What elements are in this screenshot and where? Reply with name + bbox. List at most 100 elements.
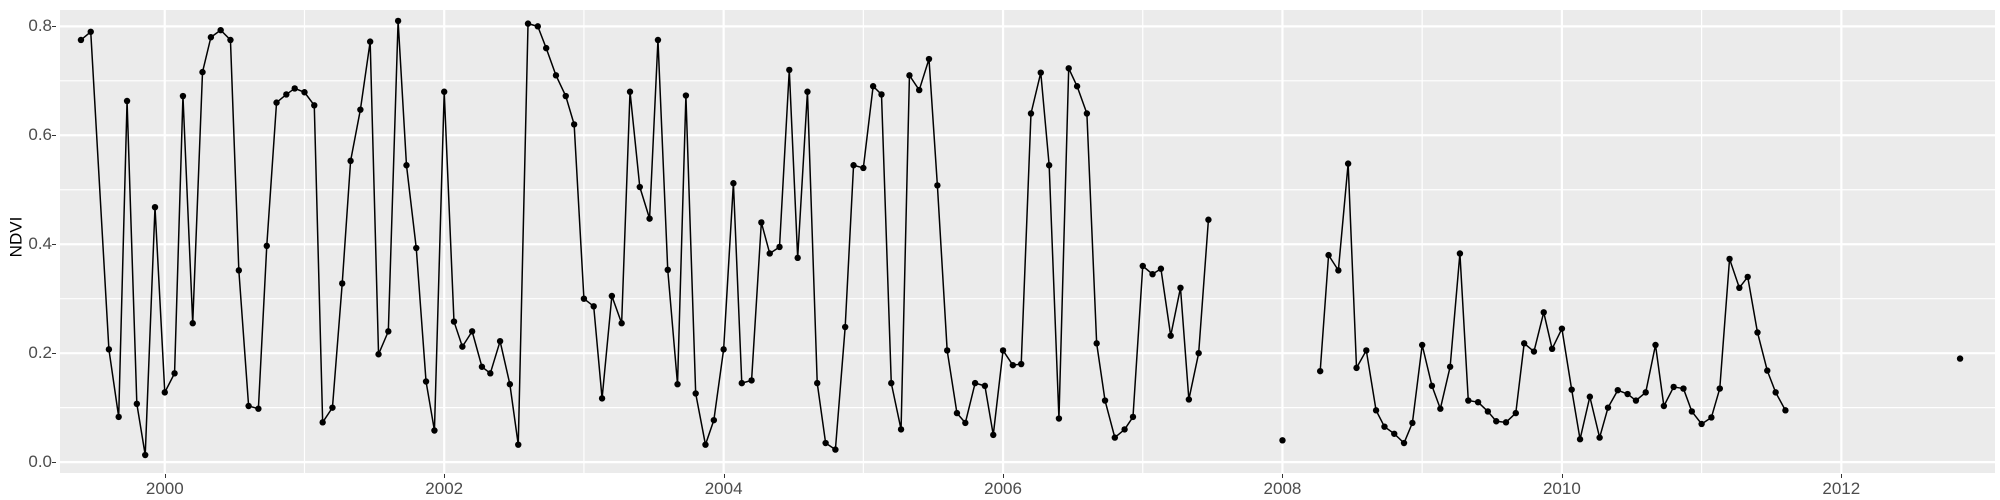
data-point: [674, 381, 681, 388]
y-axis-tick-label: 0.4: [28, 234, 52, 254]
data-point: [682, 92, 690, 99]
data-point: [255, 405, 262, 412]
data-point: [822, 439, 829, 447]
data-point: [133, 400, 141, 408]
data-point: [1548, 345, 1556, 353]
plot-panel: [60, 10, 1995, 473]
data-point: [422, 378, 430, 385]
y-axis-tick-label: 0.2: [28, 343, 52, 363]
data-point: [1344, 160, 1352, 167]
data-point: [1530, 348, 1538, 355]
x-axis-tick-label: 2010: [1542, 479, 1581, 498]
data-point: [151, 203, 159, 211]
data-point: [832, 446, 839, 453]
data-point: [1670, 383, 1677, 391]
data-point: [1372, 407, 1380, 414]
data-point: [552, 72, 560, 79]
data-point: [618, 320, 625, 327]
data-point: [1121, 426, 1128, 433]
data-point: [301, 89, 308, 96]
data-point: [776, 243, 783, 251]
data-point: [263, 242, 270, 250]
data-point: [291, 85, 298, 92]
data-point: [1520, 340, 1528, 347]
data-point: [441, 88, 448, 95]
data-point: [329, 404, 336, 411]
data-point: [506, 381, 514, 388]
data-point: [1465, 397, 1472, 404]
data-point: [692, 390, 699, 397]
data-point: [1660, 402, 1668, 410]
data-point: [1157, 265, 1165, 272]
data-point: [1726, 255, 1733, 263]
data-point: [934, 182, 941, 189]
x-axis-tick-label: 2004: [704, 479, 743, 498]
data-point: [1764, 367, 1771, 374]
series-lines: [80, 20, 1787, 456]
y-axis-tick-mark: [52, 462, 56, 464]
y-axis-tick-mark: [52, 26, 56, 28]
data-point: [1055, 415, 1063, 422]
grid-major: [60, 10, 1995, 473]
data-point: [850, 162, 857, 169]
grid-minor: [60, 10, 1995, 473]
data-point: [375, 351, 382, 358]
data-point: [1502, 419, 1510, 426]
data-point: [403, 162, 410, 169]
y-axis-tick-label: 0.8: [28, 16, 52, 36]
data-point: [766, 250, 773, 257]
data-point: [478, 363, 486, 370]
data-point: [534, 23, 542, 30]
data-point: [468, 328, 476, 335]
data-point: [1316, 367, 1324, 375]
data-point: [1632, 397, 1640, 404]
data-point: [1680, 385, 1687, 392]
data-point: [105, 346, 113, 353]
data-point: [943, 347, 951, 354]
y-axis-tick-label: 0.0: [28, 452, 52, 472]
series-line-segment: [1319, 162, 1787, 444]
x-axis-tick-mark: [1841, 474, 1843, 478]
series-points: [77, 17, 1964, 459]
data-point: [1652, 341, 1659, 349]
data-point: [981, 382, 989, 390]
data-point: [1065, 65, 1072, 72]
data-point: [1205, 216, 1212, 223]
data-point: [971, 379, 979, 387]
plot-svg: [60, 10, 1995, 473]
data-point: [487, 370, 494, 377]
data-point: [1400, 439, 1408, 447]
data-point: [636, 183, 643, 191]
data-point: [273, 99, 280, 106]
data-point: [1185, 396, 1193, 403]
y-axis-tick-mark: [52, 135, 56, 137]
data-point: [245, 402, 252, 410]
data-point: [1624, 390, 1631, 398]
data-point: [1744, 273, 1751, 281]
data-point: [142, 451, 149, 459]
data-point: [1325, 251, 1332, 259]
x-axis-tick-label: 2008: [1263, 479, 1302, 498]
data-point: [1149, 270, 1156, 278]
data-point: [235, 267, 243, 274]
data-point: [1101, 397, 1109, 404]
data-point: [1716, 385, 1723, 392]
data-point: [1073, 83, 1081, 90]
data-point: [283, 91, 290, 98]
data-point: [1688, 408, 1696, 415]
data-point: [1772, 389, 1779, 396]
data-point: [999, 347, 1007, 354]
data-point: [646, 215, 653, 222]
data-point: [1428, 382, 1436, 390]
data-point: [916, 86, 923, 94]
data-point: [580, 295, 588, 302]
data-point: [1391, 430, 1398, 437]
data-point: [654, 36, 662, 44]
data-point: [1474, 398, 1482, 406]
data-point: [171, 370, 178, 377]
data-point: [319, 419, 326, 426]
data-point: [738, 379, 745, 387]
data-point: [1540, 309, 1547, 316]
x-axis-tick-label: 2002: [425, 479, 464, 498]
data-point: [1456, 250, 1464, 257]
